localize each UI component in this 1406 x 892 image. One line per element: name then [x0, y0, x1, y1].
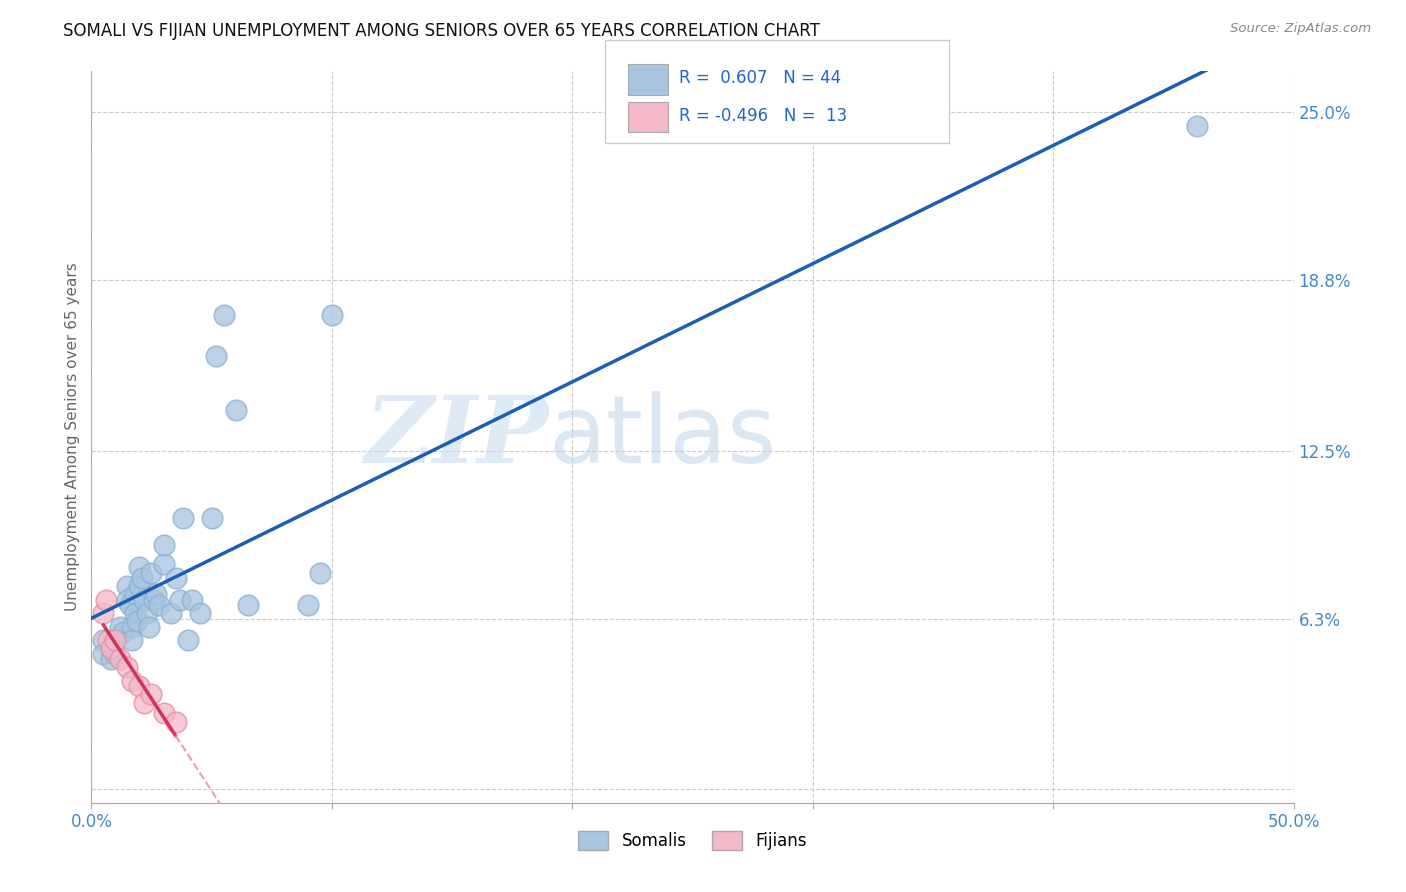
- Point: [225, 403, 247, 417]
- Point: [165, 571, 187, 585]
- Point: [100, 641, 122, 656]
- Point: [141, 566, 163, 580]
- Point: [111, 625, 134, 640]
- Point: [124, 606, 146, 620]
- Point: [110, 652, 132, 666]
- Point: [118, 598, 141, 612]
- Text: R = -0.496   N =  13: R = -0.496 N = 13: [679, 107, 848, 125]
- Point: [135, 606, 157, 620]
- Point: [93, 633, 115, 648]
- Point: [100, 641, 122, 656]
- Point: [121, 620, 143, 634]
- Point: [148, 598, 170, 612]
- Point: [134, 696, 156, 710]
- Point: [131, 571, 153, 585]
- Text: ZIP: ZIP: [364, 392, 548, 482]
- Point: [152, 538, 174, 552]
- Point: [121, 633, 143, 648]
- Point: [97, 633, 120, 648]
- Point: [134, 592, 156, 607]
- Point: [117, 592, 139, 607]
- Point: [169, 592, 191, 607]
- Point: [236, 598, 259, 612]
- Y-axis label: Unemployment Among Seniors over 65 years: Unemployment Among Seniors over 65 years: [65, 263, 80, 611]
- Text: atlas: atlas: [548, 391, 776, 483]
- Point: [142, 592, 165, 607]
- Text: Source: ZipAtlas.com: Source: ZipAtlas.com: [1230, 22, 1371, 36]
- Point: [152, 706, 174, 721]
- Point: [308, 566, 330, 580]
- Point: [128, 560, 150, 574]
- Point: [128, 679, 150, 693]
- Point: [297, 598, 319, 612]
- Point: [93, 606, 115, 620]
- Text: SOMALI VS FIJIAN UNEMPLOYMENT AMONG SENIORS OVER 65 YEARS CORRELATION CHART: SOMALI VS FIJIAN UNEMPLOYMENT AMONG SENI…: [63, 22, 820, 40]
- Point: [93, 647, 115, 661]
- Point: [205, 349, 228, 363]
- Point: [125, 615, 148, 629]
- Point: [138, 620, 160, 634]
- Point: [104, 633, 127, 648]
- Point: [1187, 119, 1209, 133]
- Point: [321, 308, 343, 322]
- Point: [212, 308, 235, 322]
- Point: [100, 652, 122, 666]
- Point: [117, 579, 139, 593]
- Point: [104, 647, 127, 661]
- Point: [128, 579, 150, 593]
- Point: [94, 592, 117, 607]
- Point: [110, 620, 132, 634]
- Point: [188, 606, 211, 620]
- Point: [201, 511, 224, 525]
- Point: [165, 714, 187, 729]
- Point: [152, 558, 174, 572]
- Point: [172, 511, 194, 525]
- Point: [104, 633, 127, 648]
- Point: [159, 606, 181, 620]
- Point: [124, 587, 146, 601]
- Legend: Somalis, Fijians: Somalis, Fijians: [572, 824, 813, 856]
- Point: [121, 673, 143, 688]
- Point: [117, 660, 139, 674]
- Point: [141, 688, 163, 702]
- Point: [176, 633, 198, 648]
- Text: R =  0.607   N = 44: R = 0.607 N = 44: [679, 70, 841, 87]
- Point: [181, 592, 204, 607]
- Point: [145, 587, 167, 601]
